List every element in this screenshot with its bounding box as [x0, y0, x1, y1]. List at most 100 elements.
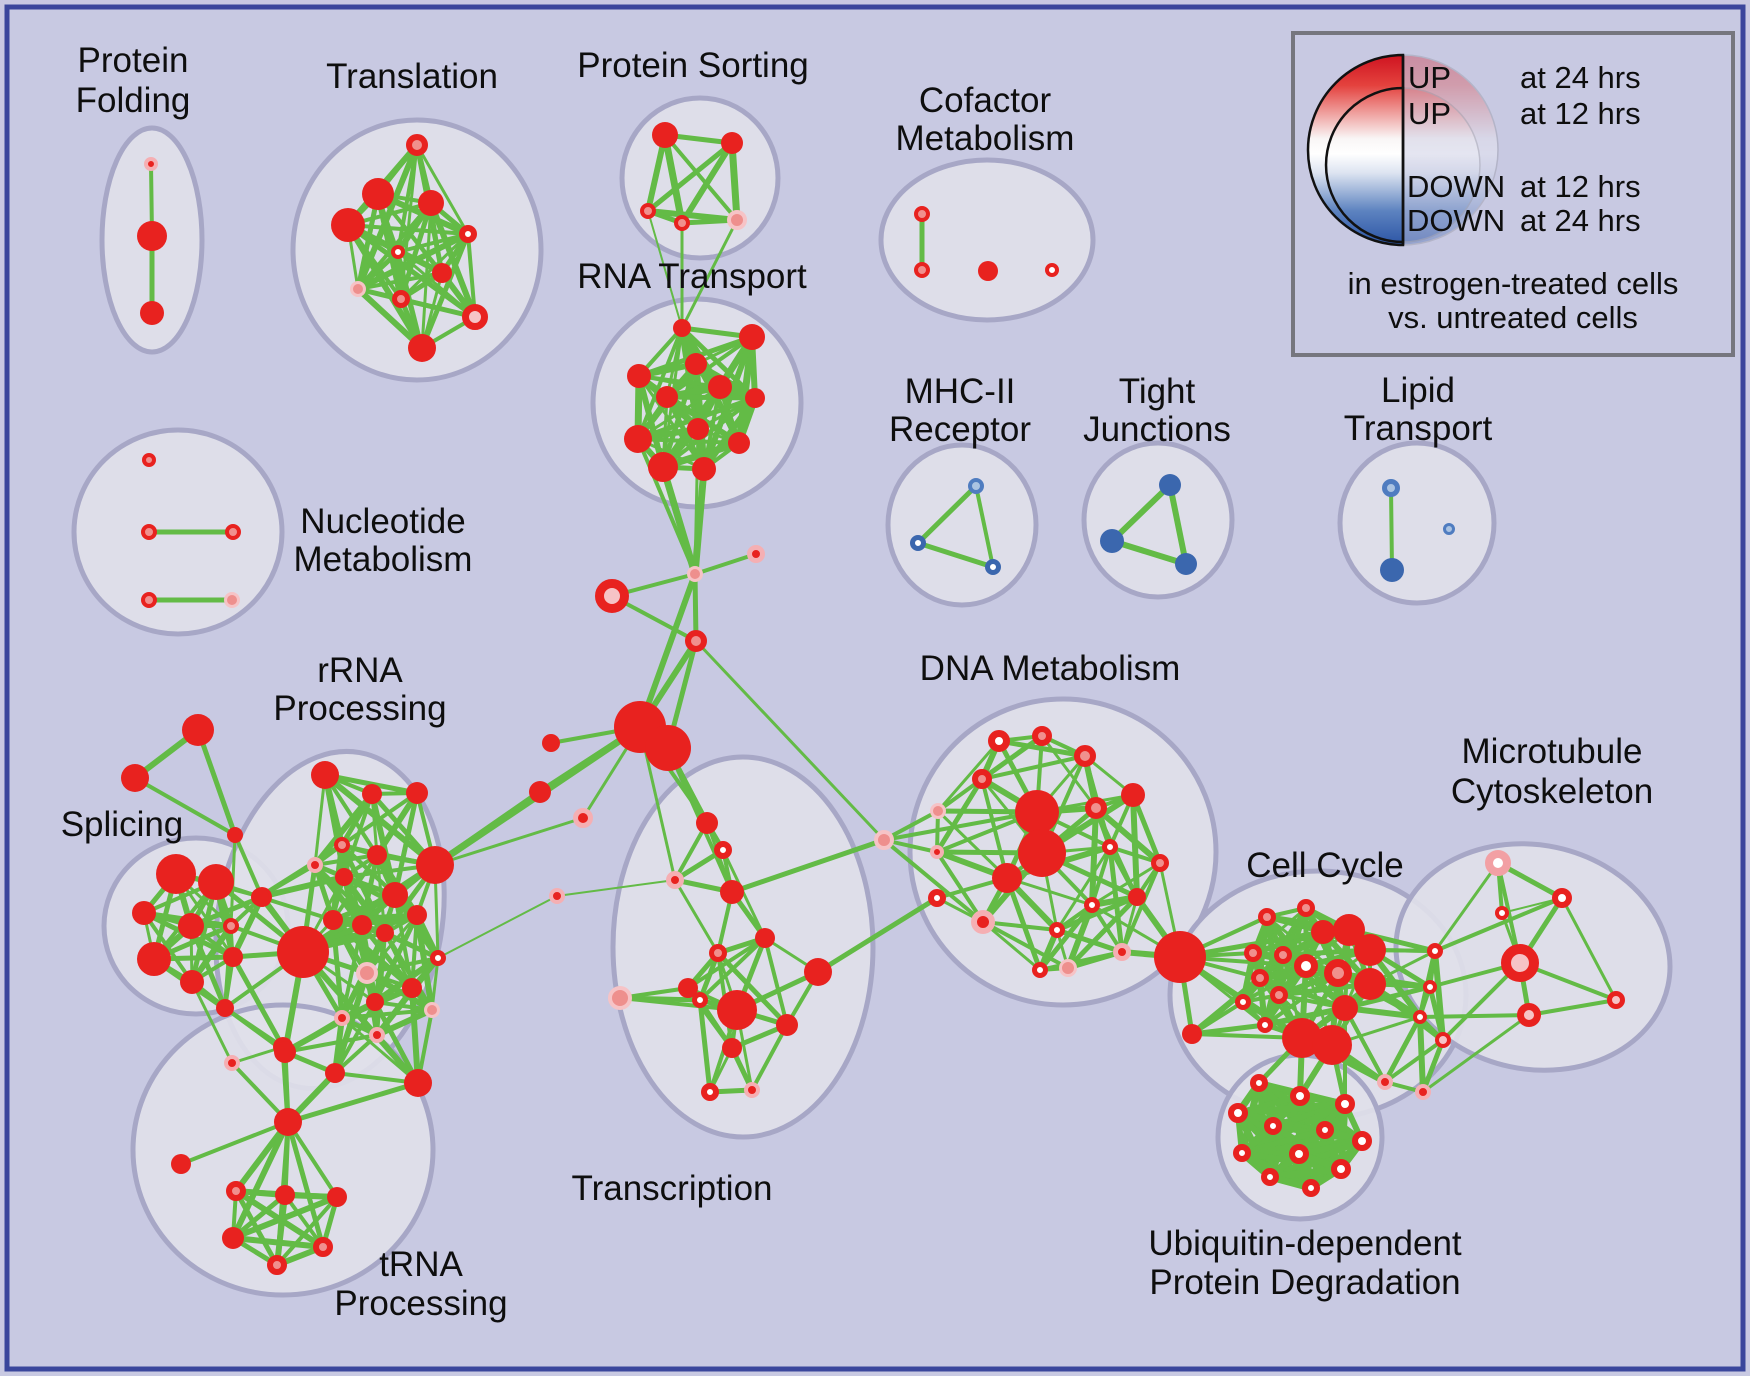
- node-bg8: [747, 545, 765, 563]
- edge: [322, 772, 438, 868]
- cluster-label-cell-cycle: Cell Cycle: [1246, 846, 1404, 885]
- cluster-label-translation: Translation: [326, 57, 498, 96]
- node-nm3: [225, 524, 241, 540]
- edge-dna-metabolism: [1055, 845, 1112, 932]
- cluster-label-line: Cell Cycle: [1246, 846, 1404, 885]
- edge: [882, 838, 985, 924]
- edge-translation: [355, 286, 425, 351]
- node-q7: [313, 1237, 333, 1257]
- cluster-ellipse-cofactor-metabolism: [878, 157, 1096, 323]
- cluster-label-nucleotide-metabolism: Nucleotide Metabolism: [294, 502, 473, 579]
- node-d13: [1102, 839, 1118, 855]
- edge-ubiquitin-degradation: [1266, 1165, 1345, 1181]
- edge-rrna-processing: [365, 956, 440, 975]
- edge: [1109, 538, 1189, 567]
- node-t10: [776, 1014, 798, 1036]
- edge-dna-metabolism: [981, 920, 1070, 970]
- edge-dna-metabolism: [936, 739, 1001, 813]
- edge-rrna-processing: [313, 853, 379, 867]
- node-tr9: [392, 290, 410, 308]
- node-r3: [406, 782, 428, 804]
- node-q4: [275, 1185, 295, 1205]
- node-nm1: [142, 453, 156, 467]
- node-bg10: [685, 630, 707, 652]
- edge-dna-metabolism: [1090, 845, 1112, 907]
- edge: [233, 833, 264, 899]
- cluster-label-lipid-transport: Lipid Transport: [1344, 371, 1493, 448]
- edge: [693, 427, 700, 576]
- cluster-label-line: RNA Transport: [577, 257, 807, 296]
- node-u4: [1228, 1103, 1248, 1123]
- node-tr10: [462, 304, 488, 330]
- node-tr5: [459, 225, 477, 243]
- cluster-label-line: Folding: [76, 81, 191, 120]
- node-bg6: [549, 888, 565, 904]
- cluster-label-line: Transport: [1344, 409, 1493, 448]
- node-t3: [666, 871, 684, 889]
- node-bg13: [542, 734, 560, 752]
- cluster-label-line: Metabolism: [294, 540, 473, 579]
- edge: [694, 639, 886, 842]
- cluster-label-line: Lipid: [1381, 371, 1455, 410]
- node-c5: [1311, 920, 1335, 944]
- edge-rrna-processing: [382, 930, 435, 1013]
- cluster-label-line: Metabolism: [896, 119, 1075, 158]
- node-q5: [327, 1187, 347, 1207]
- node-s3: [132, 901, 156, 925]
- node-c12: [1354, 968, 1386, 1000]
- node-rt8: [687, 418, 709, 440]
- node-c10: [1294, 954, 1318, 978]
- edge-trna-processing: [285, 1119, 326, 1250]
- edge: [729, 837, 887, 895]
- node-u10: [1331, 1159, 1351, 1179]
- node-lt3: [1380, 558, 1404, 582]
- node-u7: [1352, 1131, 1372, 1151]
- node-d14: [1151, 854, 1169, 872]
- edge-rrna-processing: [409, 985, 421, 1086]
- legend-dir-down12: DOWN: [1407, 169, 1505, 204]
- node-rt9: [624, 425, 652, 453]
- edge: [815, 895, 940, 975]
- node-c16: [1257, 1017, 1273, 1033]
- cluster-ellipse-lipid-transport: [1337, 440, 1497, 606]
- edge: [680, 218, 739, 330]
- node-d21: [1032, 962, 1048, 978]
- node-rt11: [648, 452, 678, 482]
- edge-translation: [415, 143, 470, 236]
- node-rt12: [692, 457, 716, 481]
- edge-protein-sorting: [679, 140, 735, 226]
- node-t11: [722, 1038, 742, 1058]
- node-s9: [223, 947, 243, 967]
- node-cf4: [1045, 263, 1059, 277]
- edge-dna-metabolism: [1093, 805, 1163, 866]
- edge-dna-metabolism: [1090, 903, 1124, 954]
- edge-trna-processing: [230, 1192, 288, 1241]
- legend-time-up24: at 24 hrs: [1520, 60, 1641, 95]
- edge: [1389, 486, 1394, 572]
- node-s8: [180, 970, 204, 994]
- edge: [1418, 1013, 1531, 1019]
- cluster-label-line: Transcription: [572, 1169, 773, 1208]
- node-d22: [1059, 959, 1077, 977]
- node-d19: [1084, 897, 1100, 913]
- edge: [659, 463, 699, 578]
- edge-translation: [396, 250, 477, 319]
- node-c24: [1377, 1074, 1393, 1090]
- edge: [195, 727, 238, 838]
- edge-trna-processing: [230, 1119, 291, 1241]
- edge-dna-metabolism: [934, 776, 985, 855]
- edge-dna-metabolism: [1130, 792, 1140, 900]
- node-t15: [744, 1082, 760, 1098]
- edge: [1501, 897, 1563, 914]
- node-m2: [1552, 888, 1572, 908]
- edge-cell-cycle: [1190, 1000, 1245, 1036]
- node-c8: [1244, 944, 1262, 962]
- cluster-label-line: Translation: [326, 57, 498, 96]
- node-pf3: [140, 301, 164, 325]
- edge-cell-cycle: [1383, 1038, 1445, 1084]
- edge-splicing: [230, 894, 265, 960]
- edge-dna-metabolism: [1120, 895, 1139, 954]
- node-nm2: [141, 524, 157, 540]
- node-q2: [171, 1154, 191, 1174]
